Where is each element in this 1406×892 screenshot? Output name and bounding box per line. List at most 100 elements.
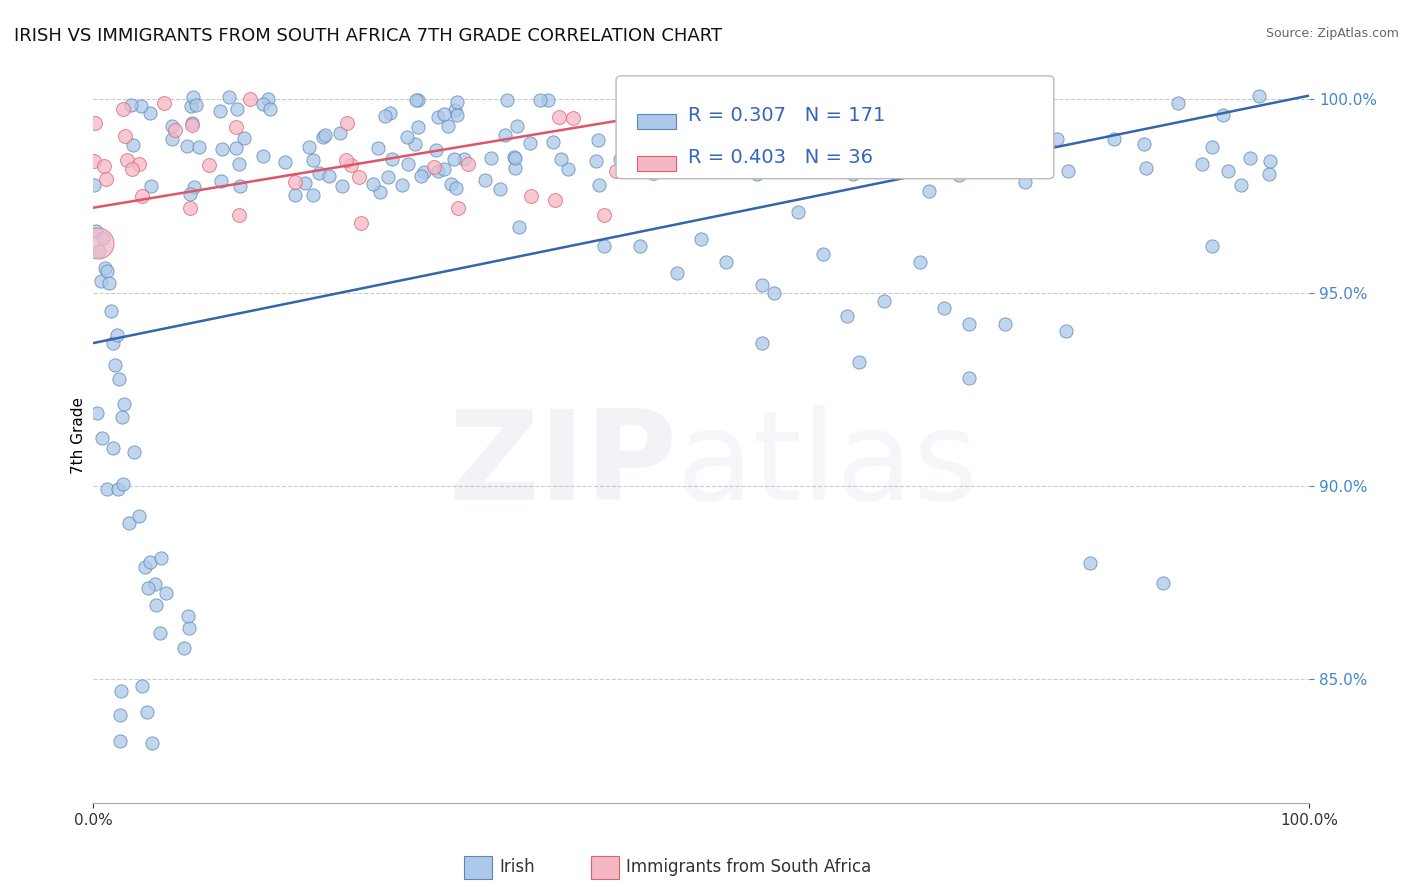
Point [612, 155, 634, 169]
Point [100, 303, 122, 318]
Point [593, 209, 616, 223]
Point [211, 142, 233, 156]
Point [444, 103, 467, 117]
Point [405, 93, 427, 107]
Point [176, 139, 198, 153]
Point [179, 201, 201, 215]
Point [807, 148, 830, 162]
Point [990, 128, 1012, 143]
Point [105, 328, 128, 343]
Point [391, 178, 413, 192]
Point [865, 97, 887, 112]
Point [503, 152, 526, 166]
Point [404, 137, 426, 152]
Point [232, 131, 254, 145]
Point [837, 309, 859, 323]
Point [104, 359, 127, 373]
Point [506, 119, 529, 133]
Point [110, 684, 132, 698]
Point [952, 95, 974, 109]
Point [1212, 108, 1234, 122]
Point [1191, 157, 1213, 171]
Point [188, 140, 211, 154]
Point [406, 120, 429, 135]
Point [298, 140, 321, 154]
Point [839, 147, 862, 161]
Text: Irish: Irish [499, 858, 534, 876]
Point [274, 155, 297, 169]
Point [329, 126, 352, 140]
Point [370, 185, 392, 199]
Point [361, 178, 384, 192]
Point [872, 293, 894, 308]
Point [787, 204, 810, 219]
Point [84, 116, 107, 130]
Point [714, 255, 737, 269]
Point [1152, 575, 1174, 590]
FancyBboxPatch shape [637, 114, 676, 129]
Point [252, 97, 274, 112]
Point [444, 181, 467, 195]
FancyBboxPatch shape [637, 156, 676, 171]
Point [550, 152, 572, 166]
Point [457, 157, 479, 171]
Point [115, 153, 138, 167]
Point [83, 178, 105, 193]
Text: Immigrants from South Africa: Immigrants from South Africa [626, 858, 870, 876]
Point [544, 193, 567, 207]
Point [179, 186, 201, 201]
Point [229, 178, 252, 193]
Point [1132, 136, 1154, 151]
Point [112, 103, 135, 117]
Point [225, 141, 247, 155]
Point [489, 182, 512, 196]
Point [112, 477, 135, 491]
Point [503, 161, 526, 176]
Point [139, 556, 162, 570]
Point [588, 133, 610, 147]
Point [181, 90, 204, 104]
Point [725, 140, 748, 154]
Point [541, 135, 564, 149]
Point [149, 551, 172, 566]
Point [548, 110, 571, 124]
Text: R = 0.403   N = 36: R = 0.403 N = 36 [688, 148, 873, 168]
Point [184, 98, 207, 112]
Point [128, 157, 150, 171]
Point [128, 508, 150, 523]
Point [395, 130, 418, 145]
Point [1046, 132, 1069, 146]
Point [494, 128, 516, 143]
Point [312, 130, 335, 145]
Point [970, 96, 993, 111]
Point [446, 95, 468, 110]
Point [641, 166, 664, 180]
Point [181, 118, 204, 132]
Point [406, 93, 429, 107]
FancyBboxPatch shape [616, 76, 1054, 178]
Point [1167, 96, 1189, 111]
Point [918, 184, 941, 198]
Point [108, 371, 131, 385]
Point [1102, 132, 1125, 146]
Point [87, 235, 110, 250]
Text: Source: ZipAtlas.com: Source: ZipAtlas.com [1265, 27, 1399, 40]
Point [561, 111, 583, 125]
Point [120, 98, 142, 112]
Point [176, 609, 198, 624]
Point [520, 189, 543, 203]
Point [141, 736, 163, 750]
Point [479, 151, 502, 165]
Point [318, 169, 340, 183]
Point [423, 160, 446, 174]
Point [440, 177, 463, 191]
Point [294, 176, 316, 190]
Point [987, 153, 1010, 168]
Point [508, 220, 530, 235]
Point [1135, 161, 1157, 175]
Point [411, 169, 433, 183]
Text: ZIP: ZIP [449, 405, 676, 525]
Point [98, 276, 121, 290]
Point [612, 129, 634, 144]
Point [957, 371, 980, 385]
